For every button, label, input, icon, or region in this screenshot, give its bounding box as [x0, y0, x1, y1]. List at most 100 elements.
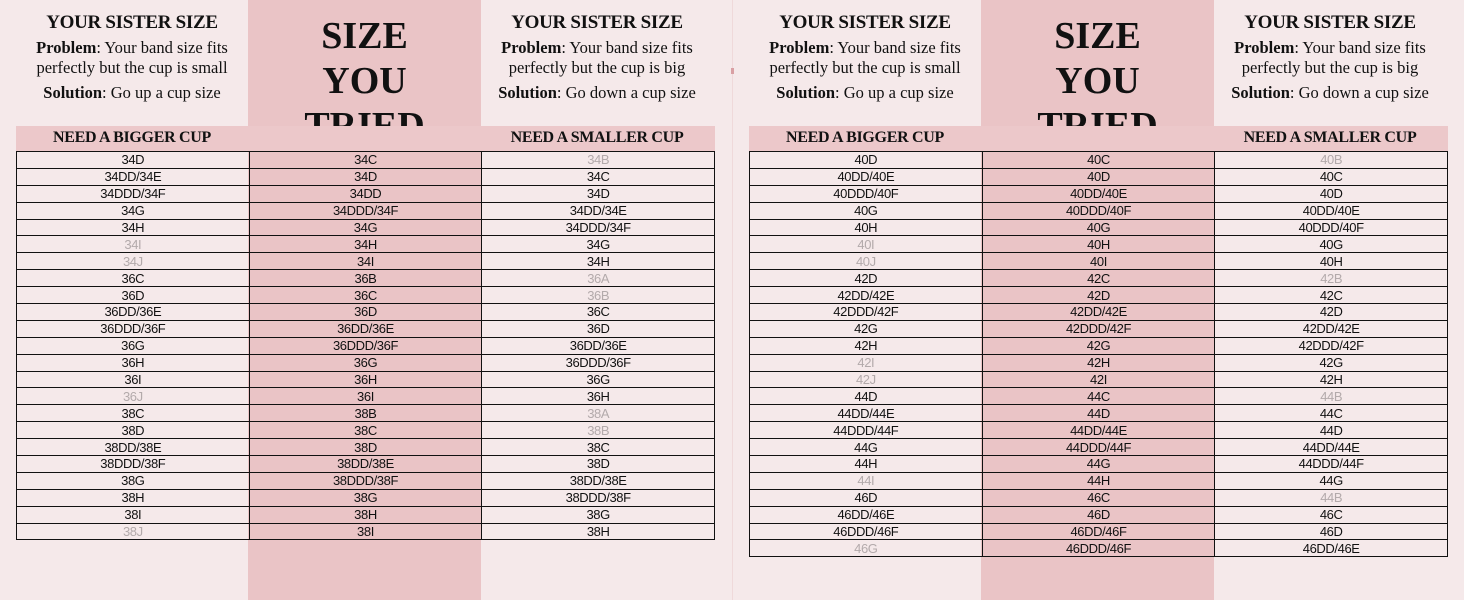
column-header-row: NEED A BIGGER CUP NEED A SMALLER CUP: [749, 126, 1448, 151]
bigger-cup-cell: 42DD/42E: [749, 286, 983, 305]
title-line: YOU: [1055, 60, 1140, 102]
size-tried-cell: 34DD: [248, 184, 483, 203]
size-tried-cell: 36I: [248, 387, 483, 406]
solution-label: Solution: [1231, 83, 1290, 102]
table-row: 42DDD/42F 42DD/42E 42D: [749, 303, 1448, 321]
size-panel-40-46: YOUR SISTER SIZE Problem: Your band size…: [749, 0, 1448, 600]
bigger-cup-cell: 38H: [16, 488, 250, 507]
bigger-cup-cell: 36DDD/36F: [16, 319, 250, 338]
smaller-cup-cell: 36C: [481, 303, 715, 321]
size-tried-cell: 42G: [981, 336, 1216, 355]
problem-label: Problem: [769, 38, 830, 57]
sister-size-title: YOUR SISTER SIZE: [511, 12, 683, 33]
smaller-cup-cell: 38DD/38E: [481, 471, 715, 490]
smaller-cup-cell: 42H: [1214, 370, 1448, 389]
smaller-cup-cell: 38H: [481, 522, 715, 541]
table-row: 42I 42H 42G: [749, 353, 1448, 372]
table-row: 36I 36H 36G: [16, 370, 715, 389]
table-row: 34DD/34E 34D 34C: [16, 167, 715, 186]
size-tried-cell: 36G: [248, 353, 483, 372]
table-row: 38J 38I 38H: [16, 522, 715, 541]
size-tried-cell: 46D: [981, 505, 1216, 524]
size-tried-cell: 36D: [248, 303, 483, 321]
table-row: 40D 40C 40B: [749, 151, 1448, 169]
table-row: 38I 38H 38G: [16, 505, 715, 524]
table-row: 34DDD/34F 34DD 34D: [16, 184, 715, 203]
size-tried-cell: 38C: [248, 421, 483, 440]
problem-label: Problem: [501, 38, 562, 57]
bigger-cup-cell: 40J: [749, 252, 983, 271]
size-tried-cell: 34G: [248, 218, 483, 237]
bigger-cup-cell: 42I: [749, 353, 983, 372]
bigger-cup-cell: 42G: [749, 319, 983, 338]
table-row: 46DD/46E 46D 46C: [749, 505, 1448, 524]
smaller-cup-cell: 44B: [1214, 488, 1448, 507]
bigger-cup-cell: 42J: [749, 370, 983, 389]
size-tried-cell: 44D: [981, 404, 1216, 423]
bigger-cup-cell: 38DDD/38F: [16, 455, 250, 473]
smaller-cup-cell: 38DDD/38F: [481, 488, 715, 507]
problem-text: Problem: Your band size fits perfectly b…: [16, 38, 248, 78]
bigger-cup-cell: 38J: [16, 522, 250, 541]
table-row: 36H 36G 36DDD/36F: [16, 353, 715, 372]
sister-size-title: YOUR SISTER SIZE: [1244, 12, 1416, 33]
problem-desc: : Your band size fits perfectly but the …: [769, 38, 961, 77]
table-row: 36DD/36E 36D 36C: [16, 303, 715, 321]
table-row: 40I 40H 40G: [749, 235, 1448, 254]
size-tried-cell: 34I: [248, 252, 483, 271]
bigger-cup-cell: 44I: [749, 471, 983, 490]
smaller-cup-cell: 44B: [1214, 387, 1448, 406]
size-tried-cell: 40DD/40E: [981, 184, 1216, 203]
smaller-cup-cell: 36D: [481, 319, 715, 338]
smaller-cup-cell: 34H: [481, 252, 715, 271]
bigger-cup-cell: 34J: [16, 252, 250, 271]
bigger-cup-cell: 36I: [16, 370, 250, 389]
size-tried-cell: 34C: [248, 151, 483, 169]
size-tried-cell: 36H: [248, 370, 483, 389]
bigger-cup-cell: 44DDD/44F: [749, 421, 983, 440]
panel-divider: [731, 0, 734, 600]
sister-size-bigger-info: YOUR SISTER SIZE Problem: Your band size…: [16, 0, 248, 126]
size-tried-cell: 40DDD/40F: [981, 201, 1216, 220]
solution-desc: : Go up a cup size: [835, 83, 954, 102]
sister-size-table: 34D 34C 34B 34DD/34E 34D 34C 34DDD/34F 34DD 34D 3…: [16, 151, 715, 541]
table-row: 46G 46DDD/46F 46DD/46E: [749, 539, 1448, 558]
smaller-cup-cell: 36G: [481, 370, 715, 389]
size-tried-cell: 38DD/38E: [248, 455, 483, 473]
size-tried-cell: 42I: [981, 370, 1216, 389]
size-tried-cell: 36DDD/36F: [248, 336, 483, 355]
bigger-cup-cell: 38G: [16, 471, 250, 490]
bigger-cup-cell: 42DDD/42F: [749, 303, 983, 321]
smaller-cup-cell: 38B: [481, 421, 715, 440]
smaller-cup-cell: 46DD/46E: [1214, 539, 1448, 558]
table-row: 38DD/38E 38D 38C: [16, 438, 715, 457]
sister-size-title: YOUR SISTER SIZE: [779, 12, 951, 33]
size-tried-cell: 44G: [981, 455, 1216, 473]
smaller-cup-cell: 34B: [481, 151, 715, 169]
size-tried-cell: 38H: [248, 505, 483, 524]
header-bigger-cup: NEED A BIGGER CUP: [52, 129, 212, 146]
size-tried-cell: 34D: [248, 167, 483, 186]
smaller-cup-cell: 42D: [1214, 303, 1448, 321]
table-row: 34H 34G 34DDD/34F: [16, 218, 715, 237]
problem-desc: : Your band size fits perfectly but the …: [1241, 38, 1426, 77]
size-tried-cell: 40I: [981, 252, 1216, 271]
size-tried-cell: 44DD/44E: [981, 421, 1216, 440]
table-row: 44I 44H 44G: [749, 471, 1448, 490]
bigger-cup-cell: 44D: [749, 387, 983, 406]
sister-size-smaller-info: YOUR SISTER SIZE Problem: Your band size…: [481, 0, 713, 126]
bigger-cup-cell: 34D: [16, 151, 250, 169]
bigger-cup-cell: 36J: [16, 387, 250, 406]
table-row: 42D 42C 42B: [749, 269, 1448, 288]
bigger-cup-cell: 34DDD/34F: [16, 184, 250, 203]
table-row: 44DD/44E 44D 44C: [749, 404, 1448, 423]
size-tried-cell: 44C: [981, 387, 1216, 406]
bigger-cup-cell: 44G: [749, 438, 983, 457]
smaller-cup-cell: 42DDD/42F: [1214, 336, 1448, 355]
solution-desc: : Go down a cup size: [1289, 83, 1429, 102]
table-row: 40DD/40E 40D 40C: [749, 167, 1448, 186]
smaller-cup-cell: 44D: [1214, 421, 1448, 440]
smaller-cup-cell: 34DDD/34F: [481, 218, 715, 237]
smaller-cup-cell: 40DD/40E: [1214, 201, 1448, 220]
smaller-cup-cell: 36A: [481, 269, 715, 288]
